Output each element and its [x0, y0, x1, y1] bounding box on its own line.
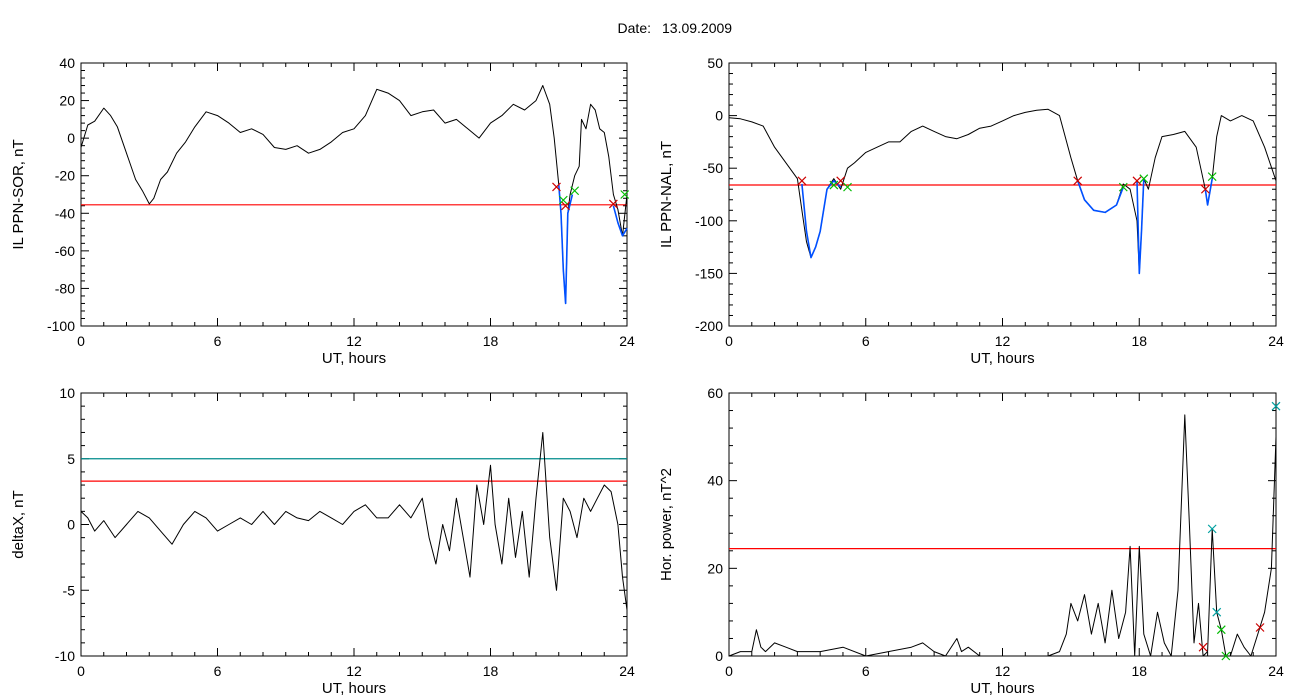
- x-tick-label: 24: [619, 663, 635, 679]
- x-axis-label: UT, hours: [322, 350, 386, 367]
- y-tick-label: -10: [55, 648, 75, 664]
- y-tick-label: -5: [63, 582, 76, 598]
- series-line: [728, 414, 1277, 657]
- y-tick-label: 20: [707, 560, 723, 576]
- x-tick-label: 24: [1268, 333, 1284, 349]
- y-tick-label: -60: [55, 243, 75, 259]
- x-tick-label: 18: [1131, 333, 1147, 349]
- y-axis-label: deltaX, nT: [10, 490, 27, 558]
- highlight-segment: [801, 180, 842, 259]
- cross-marker: [1118, 182, 1128, 192]
- y-tick-label: 50: [707, 55, 723, 71]
- x-axis-label: UT, hours: [322, 680, 386, 697]
- y-tick-label: 40: [707, 473, 723, 489]
- cross-marker: [552, 182, 561, 192]
- highlight-segment: [1204, 178, 1213, 206]
- highlight-segment: [1076, 180, 1125, 214]
- y-tick-label: 60: [707, 385, 723, 401]
- y-axis-label: Hor. power, nT^2: [658, 468, 675, 581]
- y-tick-label: -20: [55, 168, 75, 184]
- series-line: [728, 108, 1277, 274]
- highlight-segment: [1136, 178, 1145, 275]
- cross-marker: [797, 176, 807, 186]
- x-tick-label: 6: [862, 333, 870, 349]
- cross-marker: [1207, 172, 1217, 182]
- x-tick-label: 6: [214, 663, 222, 679]
- x-tick-label: 12: [995, 333, 1011, 349]
- x-tick-label: 0: [77, 333, 85, 349]
- panel-il-ppn-nal: 0 6 12 18 24 -200 -150 -100 -50 0 50 UT, hours IL PP…: [658, 55, 1284, 367]
- y-tick-label: 20: [59, 93, 75, 109]
- x-tick-label: 18: [483, 663, 499, 679]
- figure-title-prefix: Date:: [618, 20, 651, 36]
- x-tick-label: 24: [619, 333, 635, 349]
- y-tick-label: 0: [67, 130, 75, 146]
- cross-marker: [1073, 176, 1083, 186]
- cross-marker: [843, 182, 852, 192]
- highlight-segment: [612, 205, 628, 237]
- cross-marker: [1200, 184, 1210, 194]
- panel-il-ppn-sor: 0 6 12 18 24 -100 -80 -60 -40 -20 0 20 40 UT, hours IL…: [10, 55, 635, 367]
- y-tick-label: -80: [55, 280, 75, 296]
- x-tick-label: 0: [725, 333, 733, 349]
- x-tick-label: 0: [725, 663, 733, 679]
- cross-marker: [561, 201, 570, 211]
- y-tick-label: -40: [55, 205, 75, 221]
- highlight-segment: [558, 185, 574, 305]
- y-tick-label: 5: [67, 451, 75, 467]
- y-axis-label: IL PPN-NAL, nT: [658, 141, 675, 248]
- cross-marker: [1132, 176, 1142, 186]
- x-tick-label: 12: [346, 333, 362, 349]
- y-tick-label: -100: [695, 213, 723, 229]
- plot-frame: [728, 62, 1277, 327]
- cross-marker: [829, 180, 839, 190]
- y-axis-label: IL PPN-SOR, nT: [10, 139, 27, 249]
- series-line: [80, 432, 628, 611]
- cross-marker: [1255, 623, 1265, 632]
- cross-marker: [1216, 625, 1226, 635]
- y-tick-label: 0: [715, 648, 723, 664]
- x-tick-label: 18: [483, 333, 499, 349]
- plot-frame: [80, 62, 628, 327]
- x-tick-label: 12: [346, 663, 362, 679]
- panel-delta-x: 0 6 12 18 24 -10 -5 0 5 10 UT, hours deltaX, nT: [10, 385, 635, 697]
- x-tick-label: 6: [862, 663, 870, 679]
- panel-horizontal-power: 0 6 12 18 24 0 20 40 60 UT, hours Hor. power, nT^2: [658, 385, 1284, 697]
- cross-marker: [1221, 651, 1231, 661]
- series-line: [80, 85, 628, 304]
- x-tick-label: 24: [1268, 663, 1284, 679]
- cross-marker: [1212, 607, 1222, 617]
- cross-marker: [570, 186, 580, 196]
- y-tick-label: 10: [59, 385, 75, 401]
- y-tick-label: -50: [703, 160, 723, 176]
- x-axis-label: UT, hours: [970, 680, 1034, 697]
- x-tick-label: 18: [1131, 663, 1147, 679]
- cross-marker: [1139, 174, 1149, 184]
- plot-frame: [80, 392, 628, 657]
- y-tick-label: 0: [67, 517, 75, 533]
- x-tick-label: 12: [995, 663, 1011, 679]
- x-axis-label: UT, hours: [970, 350, 1034, 367]
- x-tick-label: 0: [77, 663, 85, 679]
- x-tick-label: 6: [214, 333, 222, 349]
- cross-marker: [608, 199, 618, 209]
- cross-marker: [1271, 401, 1281, 411]
- figure-date: 13.09.2009: [662, 20, 732, 36]
- y-tick-label: -200: [695, 318, 723, 334]
- plot-frame: [728, 392, 1277, 657]
- y-tick-label: -150: [695, 265, 723, 281]
- y-tick-label: 0: [715, 108, 723, 124]
- cross-marker: [1207, 524, 1217, 534]
- y-tick-label: 40: [59, 55, 75, 71]
- cross-marker: [620, 190, 630, 199]
- y-tick-label: -100: [47, 318, 75, 334]
- cross-marker: [1198, 642, 1208, 652]
- cross-marker: [558, 195, 568, 205]
